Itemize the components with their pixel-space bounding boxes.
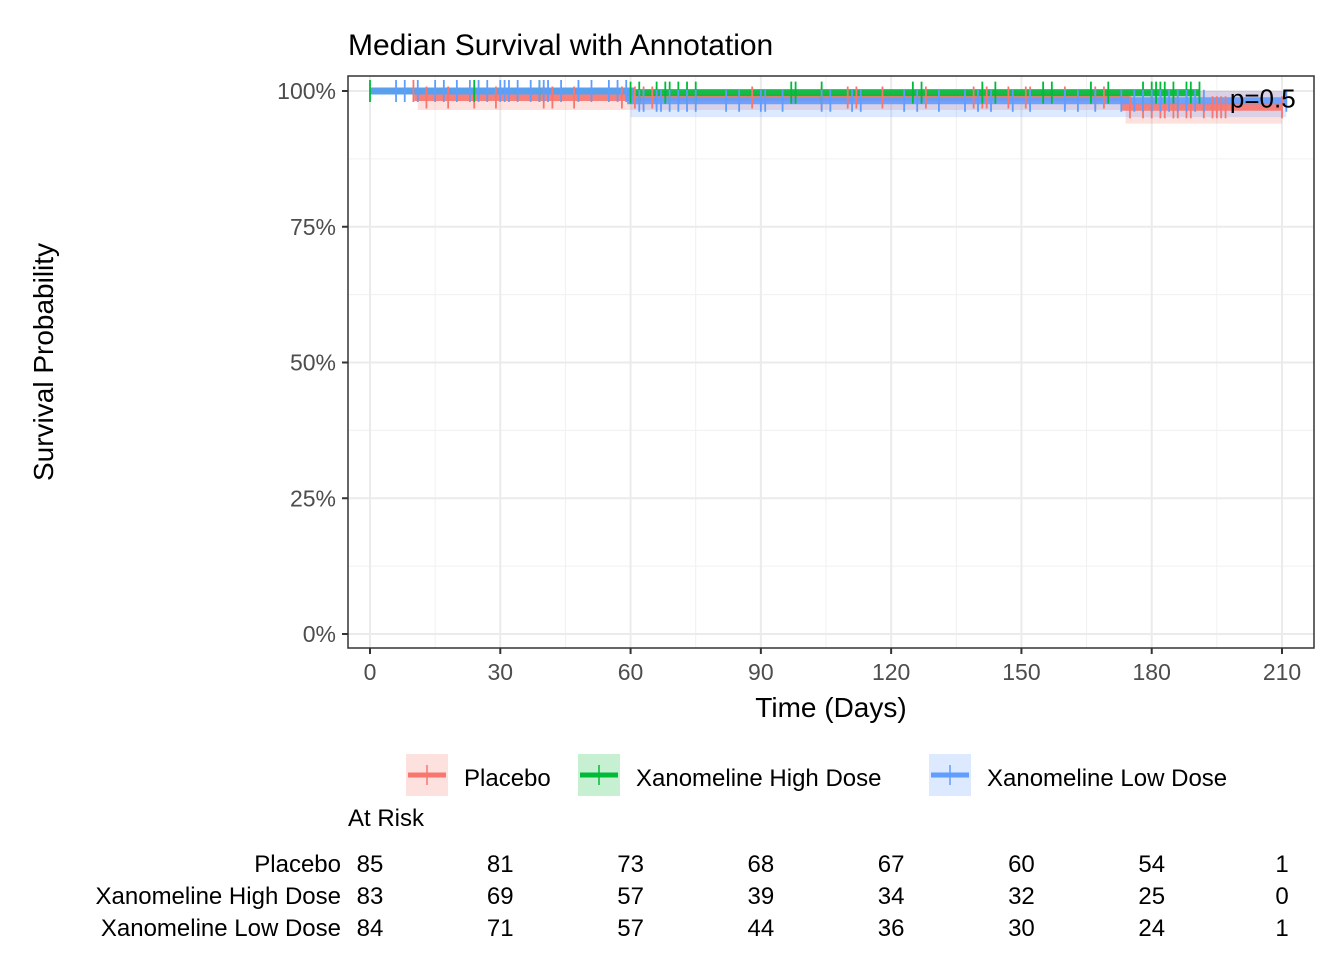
risk-count: 1 (1275, 851, 1288, 878)
x-tick-label: 0 (364, 659, 377, 685)
risk-row-label: Xanomeline Low Dose (101, 915, 341, 942)
x-tick-label: 90 (748, 659, 774, 685)
risk-count: 73 (617, 851, 644, 878)
y-tick-label: 0% (303, 621, 336, 647)
y-tick-label: 75% (290, 214, 336, 240)
x-axis-label: Time (Days) (755, 692, 906, 723)
legend-label: Placebo (464, 765, 551, 792)
risk-count: 39 (748, 883, 775, 910)
annotation-pvalue: p=0.5 (1230, 83, 1296, 113)
legend-label: Xanomeline High Dose (636, 765, 881, 792)
risk-count: 67 (878, 851, 905, 878)
risk-count: 60 (1008, 851, 1035, 878)
risk-table: Placebo 85 81 73 68 67 60 54 1 Xanomeline High Do… (96, 851, 1289, 942)
x-tick-label: 120 (872, 659, 910, 685)
risk-count: 24 (1138, 915, 1165, 942)
y-tick-label: 100% (277, 78, 336, 104)
risk-count: 36 (878, 915, 905, 942)
risk-count: 83 (357, 883, 384, 910)
censor-marks (369, 80, 1288, 119)
y-axis-label: Survival Probability (28, 243, 59, 481)
risk-count: 34 (878, 883, 905, 910)
x-axis: 0 30 60 90 120 150 180 210 (364, 648, 1301, 685)
risk-count: 57 (617, 883, 644, 910)
chart-title: Median Survival with Annotation (348, 29, 773, 62)
risk-row-label: Xanomeline High Dose (96, 883, 341, 910)
risk-count: 54 (1138, 851, 1165, 878)
risk-count: 85 (357, 851, 384, 878)
x-tick-label: 150 (1002, 659, 1040, 685)
y-tick-label: 50% (290, 350, 336, 376)
risk-row-label: Placebo (254, 851, 341, 878)
x-tick-label: 180 (1133, 659, 1171, 685)
risk-table-title: At Risk (348, 805, 425, 832)
risk-count: 68 (748, 851, 775, 878)
x-tick-label: 30 (487, 659, 513, 685)
risk-count: 81 (487, 851, 514, 878)
legend: Placebo Xanomeline High Dose Xanomeline Lo… (406, 754, 1227, 796)
risk-count: 32 (1008, 883, 1035, 910)
risk-count: 71 (487, 915, 514, 942)
risk-count: 69 (487, 883, 514, 910)
risk-count: 25 (1138, 883, 1165, 910)
risk-count: 84 (357, 915, 384, 942)
x-tick-label: 210 (1263, 659, 1301, 685)
risk-count: 57 (617, 915, 644, 942)
risk-count: 30 (1008, 915, 1035, 942)
grid (348, 76, 1314, 648)
y-tick-label: 25% (290, 485, 336, 511)
risk-count: 1 (1275, 915, 1288, 942)
x-tick-label: 60 (618, 659, 644, 685)
y-axis: 0% 25% 50% 75% 100% (277, 78, 348, 647)
risk-count: 44 (748, 915, 775, 942)
risk-count: 0 (1275, 883, 1288, 910)
legend-label: Xanomeline Low Dose (987, 765, 1227, 792)
